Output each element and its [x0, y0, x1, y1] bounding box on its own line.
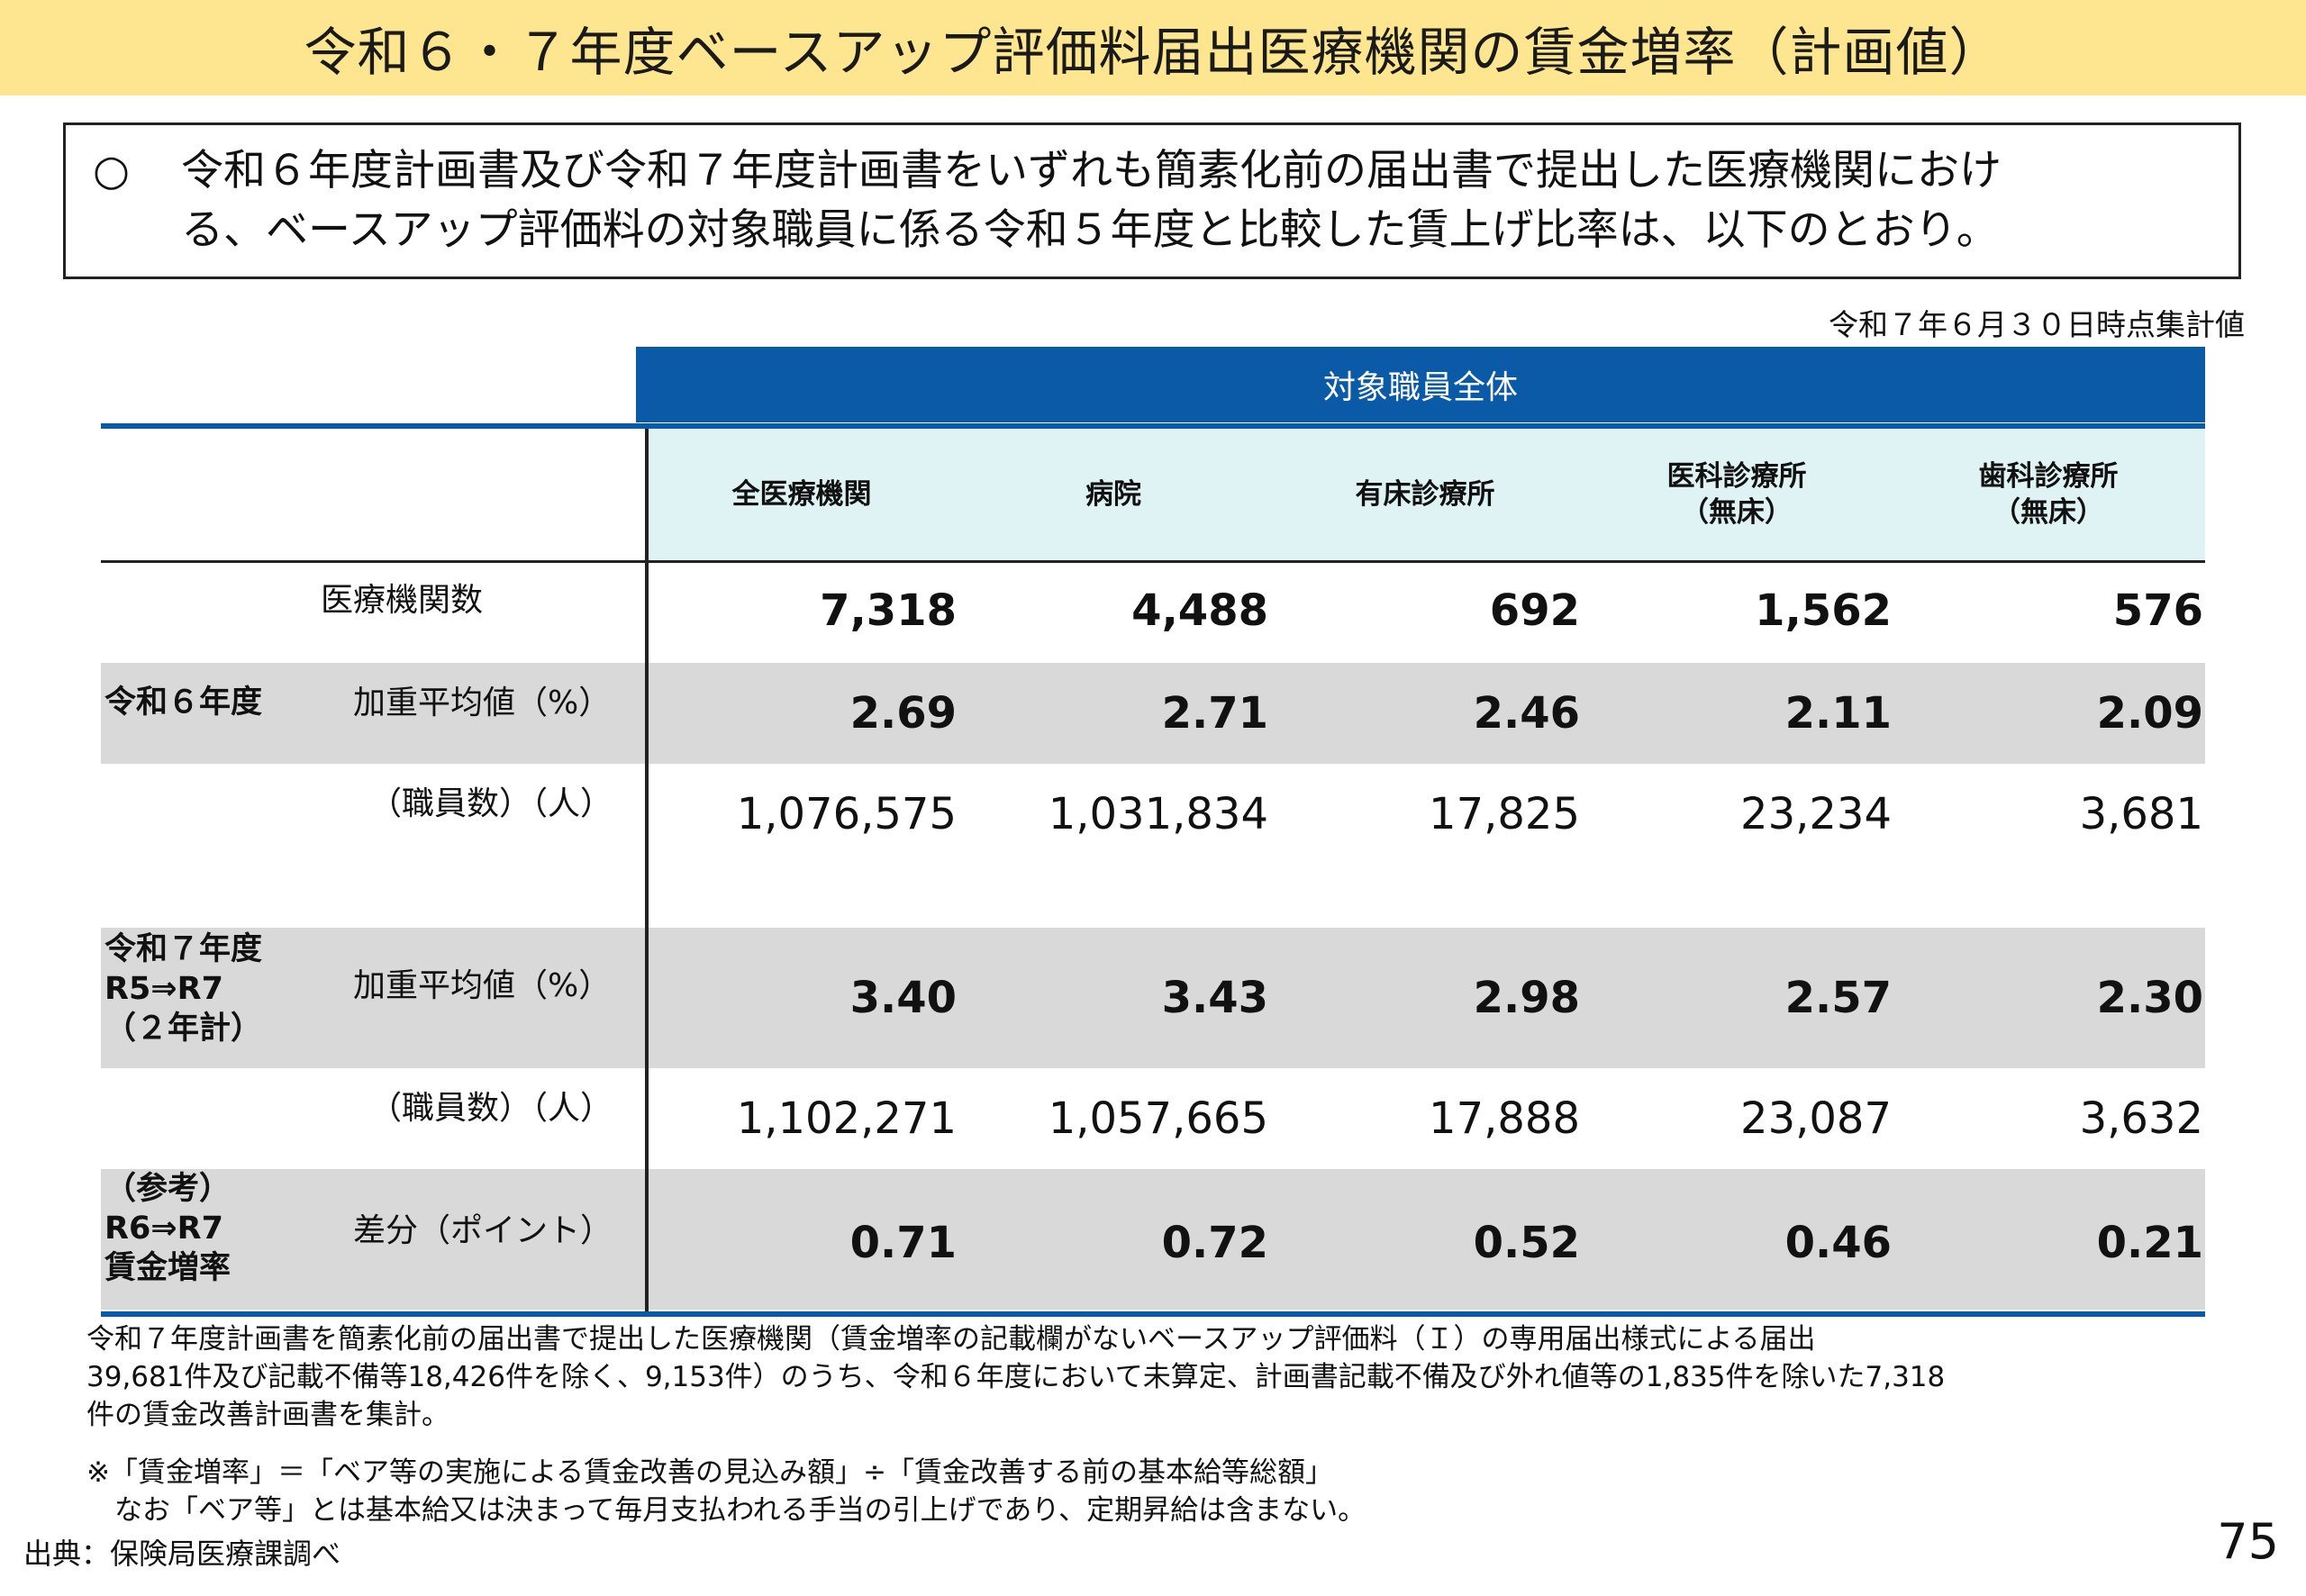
note-line-4: ※「賃金増率」＝「ベア等の実施による賃金改善の見込み額」÷「賃金改善する前の基本…: [86, 1456, 1334, 1489]
title-bar: 令和６・７年度ベースアップ評価料届出医療機関の賃金増率（計画値）: [0, 0, 2306, 95]
row-group-r7: 令和７年度 R5⇒R7 （２年計）: [104, 929, 262, 1048]
cell-institutions-hospital: 4,488: [1131, 585, 1268, 636]
bullet-circle: ○: [93, 146, 131, 195]
cell-r6-avg-inpatient-clinic: 2.46: [1473, 688, 1580, 739]
cell-r6-staff-dental-clinic: 3,681: [2079, 789, 2203, 839]
column-header-medical-clinic: 医科診療所 （無床）: [1584, 429, 1890, 560]
column-header-inpatient-clinic: 有床診療所: [1272, 429, 1578, 560]
cell-r7-avg-all: 3.40: [849, 973, 957, 1023]
header-rule: [101, 423, 2205, 429]
row-group-r7-line1: 令和７年度: [104, 931, 263, 967]
cell-r6-avg-all: 2.69: [849, 688, 957, 739]
row-label-r7-avg: 加重平均値（%）: [353, 967, 612, 1004]
source-note: 出典：保険局医療課調べ: [23, 1537, 341, 1571]
cell-diff-all: 0.71: [849, 1218, 957, 1268]
cell-r7-staff-medical-clinic: 23,087: [1740, 1093, 1892, 1144]
column-header-dental-clinic-label: 歯科診療所: [1978, 460, 2119, 493]
row-bg-r6: [101, 663, 2205, 764]
column-header-dental-clinic-sub: （無床）: [1993, 496, 2104, 529]
cell-r6-staff-hospital: 1,031,834: [1048, 789, 1268, 839]
column-header-hospital: 病院: [960, 429, 1266, 560]
row-group-diff-line3: 賃金増率: [104, 1250, 232, 1286]
row-label-institutions: 医療機関数: [321, 582, 484, 619]
row-group-diff-line2: R6⇒R7: [104, 1211, 223, 1247]
table-bottom-rule: [101, 1311, 2205, 1317]
row-bg-r7: [101, 928, 2205, 1068]
cell-r6-avg-medical-clinic: 2.11: [1784, 688, 1892, 739]
header-bottom-rule: [101, 560, 2205, 563]
cell-r7-staff-all: 1,102,271: [736, 1093, 957, 1144]
as-of-date: 令和７年６月３０日時点集計値: [1829, 307, 2245, 342]
column-header-medical-clinic-label: 医科診療所: [1666, 460, 1807, 493]
note-line-3: 件の賃金改善計画書を集計。: [86, 1399, 449, 1431]
row-group-r7-line2: R5⇒R7: [104, 971, 223, 1007]
cell-r6-avg-hospital: 2.71: [1161, 688, 1268, 739]
page-number: 75: [2217, 1513, 2279, 1570]
column-header-hospital-label: 病院: [1085, 478, 1141, 511]
summary-line-1: ○ 令和６年度計画書及び令和７年度計画書をいずれも簡素化前の届出書で提出した医療機…: [93, 141, 2211, 201]
row-label-r6-avg: 加重平均値（%）: [353, 685, 612, 721]
cell-r6-staff-all: 1,076,575: [736, 789, 957, 839]
cell-institutions-medical-clinic: 1,562: [1755, 585, 1892, 636]
column-header-inpatient-clinic-label: 有床診療所: [1355, 478, 1495, 511]
row-bg-diff: [101, 1169, 2205, 1310]
summary-text-1: 令和６年度計画書及び令和７年度計画書をいずれも簡素化前の届出書で提出した医療機関…: [181, 146, 2002, 195]
column-header-band: [649, 429, 2205, 560]
note-line-2: 39,681件及び記載不備等18,426件を除く、9,153件）のうち、令和６年…: [86, 1361, 1946, 1393]
group-header-label: 対象職員全体: [1322, 369, 1518, 406]
column-header-all: 全医療機関: [649, 429, 955, 560]
cell-institutions-all: 7,318: [820, 585, 957, 636]
row-group-r7-line3: （２年計）: [104, 1011, 263, 1047]
summary-line-2: る、ベースアップ評価料の対象職員に係る令和５年度と比較した賃上げ比率は、以下のと…: [181, 205, 1999, 255]
summary-box: ○ 令和６年度計画書及び令和７年度計画書をいずれも簡素化前の届出書で提出した医療機…: [63, 122, 2241, 279]
row-group-diff: （参考） R6⇒R7 賃金増率: [104, 1169, 231, 1288]
page-title: 令和６・７年度ベースアップ評価料届出医療機関の賃金増率（計画値）: [304, 22, 2002, 83]
note-line-1: 令和７年度計画書を簡素化前の届出書で提出した医療機関（賃金増率の記載欄がないベー…: [86, 1323, 1816, 1356]
label-divider: [645, 429, 649, 1313]
cell-r7-staff-inpatient-clinic: 17,888: [1429, 1093, 1580, 1144]
cell-diff-medical-clinic: 0.46: [1784, 1218, 1892, 1268]
row-group-r6: 令和６年度: [104, 685, 263, 721]
cell-r7-staff-dental-clinic: 3,632: [2079, 1093, 2203, 1144]
note-line-5: なお「ベア等」とは基本給又は決まって毎月支払われる手当の引上げであり、定期昇給は…: [86, 1494, 1366, 1527]
cell-institutions-dental-clinic: 576: [2112, 585, 2203, 636]
cell-r7-avg-medical-clinic: 2.57: [1784, 973, 1892, 1023]
group-header: 対象職員全体: [636, 347, 2205, 422]
column-header-dental-clinic: 歯科診療所 （無床）: [1895, 429, 2202, 560]
row-group-diff-line1: （参考）: [104, 1171, 232, 1207]
cell-r6-staff-inpatient-clinic: 17,825: [1429, 789, 1580, 839]
column-header-all-label: 全医療機関: [731, 478, 872, 511]
row-label-r6-staff: （職員数）（人）: [369, 785, 613, 822]
column-header-medical-clinic-sub: （無床）: [1681, 496, 1793, 529]
cell-institutions-inpatient-clinic: 692: [1489, 585, 1580, 636]
cell-r7-staff-hospital: 1,057,665: [1048, 1093, 1268, 1144]
cell-r7-avg-inpatient-clinic: 2.98: [1473, 973, 1580, 1023]
cell-r6-staff-medical-clinic: 23,234: [1740, 789, 1892, 839]
cell-diff-dental-clinic: 0.21: [2096, 1218, 2203, 1268]
cell-r7-avg-hospital: 3.43: [1161, 973, 1268, 1023]
row-label-diff: 差分（ポイント）: [353, 1212, 613, 1249]
cell-r7-avg-dental-clinic: 2.30: [2096, 973, 2203, 1023]
cell-r6-avg-dental-clinic: 2.09: [2096, 688, 2203, 739]
cell-diff-hospital: 0.72: [1161, 1218, 1268, 1268]
row-label-r7-staff: （職員数）（人）: [369, 1090, 613, 1127]
cell-diff-inpatient-clinic: 0.52: [1473, 1218, 1580, 1268]
